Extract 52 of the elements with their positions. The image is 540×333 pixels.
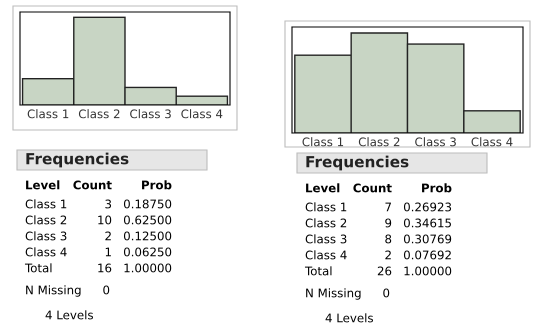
text: Total	[304, 266, 332, 276]
text: 0.06250	[124, 247, 172, 256]
text: 2	[385, 250, 391, 260]
text: 1.00000	[124, 263, 172, 272]
text: 0.34615	[404, 218, 451, 228]
text: N Missing	[306, 288, 361, 300]
text: 4 Levels	[46, 310, 93, 320]
text: 0	[103, 285, 110, 294]
text: Frequencies	[26, 152, 128, 168]
text: 0.18750	[124, 199, 172, 208]
text: 26	[378, 266, 392, 276]
category-label: Class 4	[306, 250, 347, 260]
text: 0.26923	[404, 202, 452, 212]
text: 2	[105, 231, 111, 240]
x-tick-label: Class 2	[358, 137, 400, 146]
text: Count	[353, 183, 392, 192]
text: 0.12500	[124, 231, 172, 240]
x-tick-label: Class 3	[415, 137, 456, 146]
x-tick-label: Class 2	[78, 109, 120, 118]
category-label: Class 2	[26, 215, 66, 224]
category-label: Class 4	[26, 247, 67, 256]
text: Total	[24, 263, 52, 272]
text: 10	[98, 215, 112, 224]
category-label: Class 2	[306, 218, 346, 228]
text: 0.30769	[404, 234, 452, 244]
text: Level	[306, 183, 340, 192]
text: 1.00000	[404, 266, 452, 276]
x-tick-label: Class 1	[28, 109, 68, 118]
x-tick-label: Class 3	[130, 109, 171, 118]
category-label: Class 1	[306, 202, 346, 212]
category-label: Class 3	[26, 231, 66, 240]
text: 9	[385, 218, 392, 228]
text: 16	[98, 263, 112, 272]
text: Frequencies	[306, 156, 408, 170]
text: 8	[385, 234, 392, 244]
category-label: Class 3	[306, 234, 346, 244]
text: 0.07692	[404, 250, 451, 260]
category-label: Class 1	[26, 199, 66, 208]
x-tick-label: Class 1	[302, 137, 344, 146]
text: 0	[383, 288, 390, 298]
text: 0.62500	[124, 215, 172, 224]
text: N Missing	[26, 285, 81, 297]
text: 4 Levels	[326, 313, 373, 322]
text: 3	[105, 199, 112, 208]
text: 1	[106, 248, 111, 256]
text: Prob	[422, 183, 452, 192]
text: Level	[26, 180, 60, 190]
x-tick-label: Class 4	[181, 109, 222, 118]
text: Count	[73, 180, 112, 190]
x-tick-label: Class 4	[472, 137, 513, 146]
text: 7	[385, 202, 391, 212]
text: Prob	[142, 180, 172, 190]
